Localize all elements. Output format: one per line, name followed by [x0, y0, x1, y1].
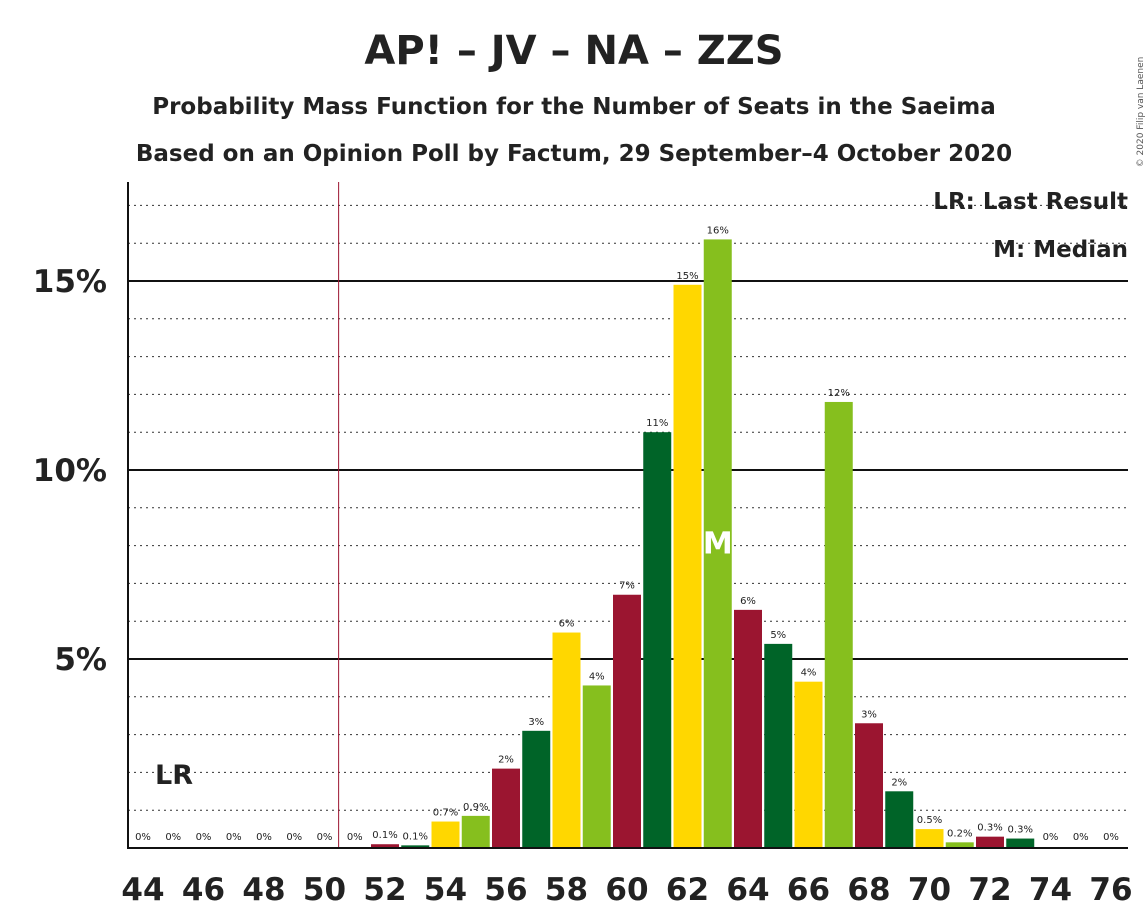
bar-seat-69 [885, 791, 914, 848]
bar-value-label: 4% [589, 671, 605, 682]
bar-value-label: 15% [676, 271, 698, 282]
bar-seat-59 [582, 685, 611, 848]
bar-seat-60 [613, 594, 641, 848]
bar-seat-72 [976, 836, 1004, 848]
bar-seat-58 [552, 632, 581, 848]
bar-value-label: 0% [256, 832, 272, 843]
y-tick-label: 5% [54, 642, 107, 678]
bar-value-label: 7% [619, 581, 635, 592]
chart-title: AP! – JV – NA – ZZS [364, 28, 783, 74]
bar-value-label: 0.3% [1008, 825, 1033, 836]
chart-bars: 0% 0% 0% 0% 0% 0% 0% 0% 0.1% 0.1% 0.7% 0.9% 2% 3% 6% 4%… [135, 225, 1119, 849]
bar-value-label: 0.5% [917, 815, 942, 826]
x-tick-label: 60 [605, 872, 648, 908]
legend-median: M: Median [993, 237, 1128, 263]
y-tick-label: 10% [33, 453, 107, 489]
bar-value-label: 16% [707, 225, 729, 236]
y-tick-label: 15% [33, 264, 107, 300]
x-tick-label: 52 [363, 872, 406, 908]
bar-value-label: 3% [528, 717, 544, 728]
bar-seat-54 [431, 821, 460, 848]
x-tick-label: 62 [666, 872, 709, 908]
bar-seat-61 [643, 432, 672, 848]
bar-value-label: 12% [828, 388, 850, 399]
bar-seat-66 [794, 681, 823, 848]
x-tick-label: 70 [908, 872, 951, 908]
bar-value-label: 0% [317, 832, 333, 843]
bar-value-label: 0.2% [947, 828, 972, 839]
median-marker: M [703, 527, 733, 562]
bar-seat-57 [522, 730, 551, 848]
bar-value-label: 0.9% [463, 802, 488, 813]
bar-value-label: 0.1% [403, 831, 428, 842]
bar-seat-53 [401, 845, 430, 848]
bar-value-label: 0% [165, 832, 181, 843]
bar-value-label: 0% [1073, 832, 1089, 843]
bar-seat-55 [461, 815, 490, 848]
x-tick-label: 50 [303, 872, 346, 908]
bar-value-label: 0.1% [372, 830, 397, 841]
x-tick-label: 72 [968, 872, 1011, 908]
x-tick-label: 56 [484, 872, 527, 908]
bar-seat-56 [492, 768, 520, 848]
chart-markers: M LR [155, 182, 733, 848]
chart-axes: 5% 10% 15% 44 46 48 50 52 54 56 58 60 62 64 66 68 70 72 74… [33, 182, 1133, 908]
legend-last-result: LR: Last Result [933, 189, 1128, 215]
bar-seat-52 [371, 844, 399, 848]
x-tick-label: 54 [424, 872, 467, 908]
bar-value-label: 0.3% [977, 823, 1002, 834]
x-tick-label: 68 [847, 872, 890, 908]
bar-seat-62 [673, 284, 702, 848]
x-tick-label: 76 [1089, 872, 1132, 908]
bar-value-label: 6% [740, 596, 756, 607]
bar-value-label: 11% [646, 418, 668, 429]
bar-seat-71 [945, 842, 974, 848]
bar-seat-64 [734, 609, 762, 848]
bar-value-label: 0% [347, 832, 363, 843]
bar-value-label: 0% [1043, 832, 1059, 843]
bar-value-label: 5% [770, 630, 786, 641]
copyright-notice: © 2020 Filip van Laenen [1136, 57, 1146, 168]
bar-seat-70 [915, 829, 944, 848]
bar-seat-73 [1006, 838, 1035, 848]
x-tick-label: 66 [787, 872, 830, 908]
x-tick-label: 74 [1029, 872, 1072, 908]
x-tick-label: 48 [242, 872, 285, 908]
x-tick-label: 46 [182, 872, 225, 908]
bar-value-label: 6% [559, 619, 575, 630]
bar-seat-63 [703, 239, 732, 849]
last-result-label: LR [155, 760, 193, 791]
bar-value-label: 3% [861, 709, 877, 720]
x-tick-label: 64 [726, 872, 769, 908]
bar-value-label: 2% [891, 777, 907, 788]
bar-value-label: 4% [801, 668, 817, 679]
chart-subtitle: Probability Mass Function for the Number… [152, 94, 996, 120]
bar-value-label: 2% [498, 755, 514, 766]
chart-subtitle-poll: Based on an Opinion Poll by Factum, 29 S… [136, 141, 1012, 167]
bar-seat-68 [855, 723, 883, 848]
bar-value-label: 0% [135, 832, 151, 843]
bar-seat-65 [764, 643, 793, 848]
bar-value-label: 0% [196, 832, 212, 843]
bar-seat-67 [824, 401, 853, 848]
bar-value-label: 0.7% [433, 808, 458, 819]
bar-value-label: 0% [1103, 832, 1119, 843]
bar-value-label: 0% [286, 832, 302, 843]
x-tick-label: 58 [545, 872, 588, 908]
x-tick-label: 44 [121, 872, 164, 908]
bar-value-label: 0% [226, 832, 242, 843]
